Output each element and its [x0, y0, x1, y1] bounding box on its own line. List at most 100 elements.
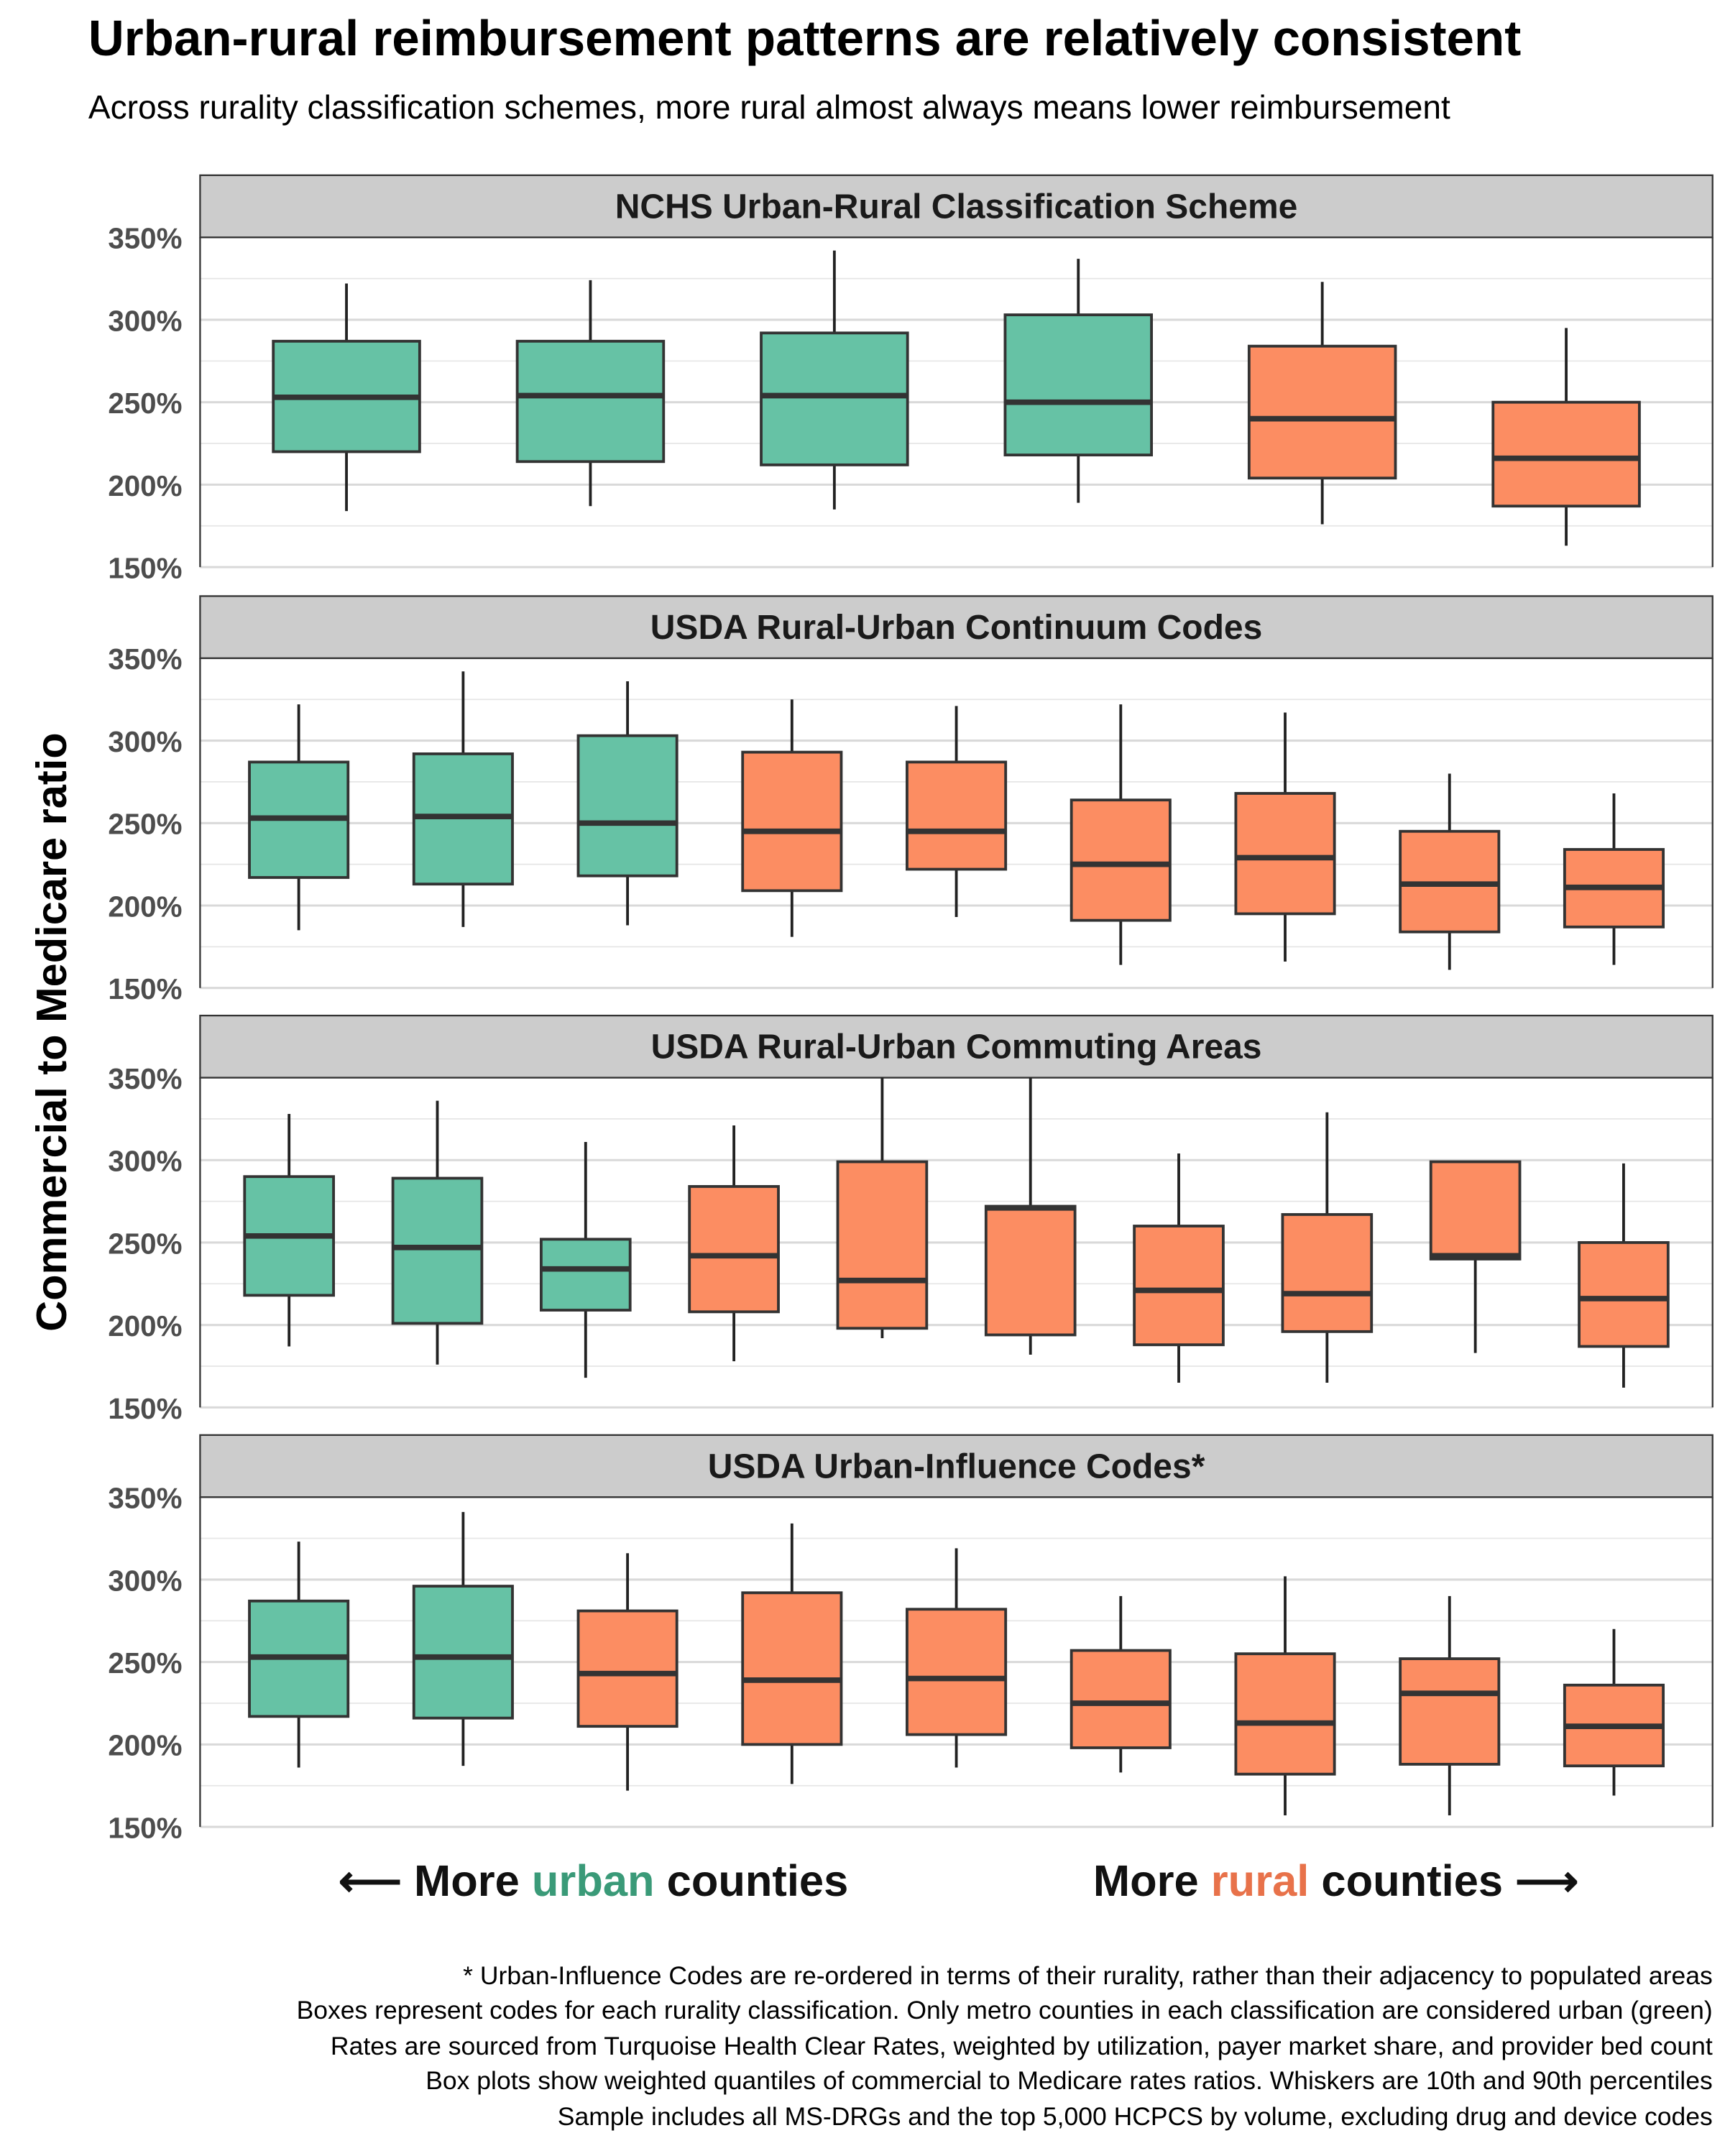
box-iqr [760, 331, 909, 466]
rural-word: rural [1211, 1856, 1310, 1906]
box-rural [1563, 1628, 1665, 1796]
box-rural [1578, 1163, 1670, 1388]
box-rural [984, 1077, 1077, 1355]
more-urban-suffix: counties [655, 1856, 849, 1906]
y-tick-label: 150% [108, 1811, 182, 1844]
y-tick-label: 350% [108, 1482, 182, 1515]
y-tick-label: 200% [108, 469, 182, 502]
facet-panel: 150% 200% 250% 300% 350% USDA Rural-Urban Com… [108, 1014, 1714, 1425]
box-urban [1003, 259, 1154, 503]
box-rural [1070, 704, 1172, 965]
box-urban [412, 671, 514, 927]
chart-subtitle: Across rurality classification schemes, … [88, 88, 1450, 126]
box-urban [515, 280, 666, 507]
box-urban [272, 283, 421, 512]
box-iqr [576, 734, 678, 877]
box-iqr [836, 1160, 929, 1330]
y-tick-label: 200% [108, 890, 182, 923]
box-iqr [391, 1176, 484, 1325]
box-rural [1563, 793, 1665, 965]
box-iqr [1070, 1649, 1172, 1749]
box-urban [248, 704, 350, 931]
box-iqr [1234, 1652, 1336, 1776]
box-iqr [1003, 313, 1154, 457]
box-iqr [906, 760, 1008, 871]
box-urban [539, 1142, 632, 1378]
box-iqr [1491, 400, 1641, 508]
box-iqr [741, 1591, 843, 1746]
y-axis-label: Commercial to Medicare ratio [27, 732, 75, 1331]
box-rural [1234, 1576, 1336, 1816]
box-rural [1133, 1153, 1225, 1383]
facet-title: USDA Urban-Influence Codes* [708, 1447, 1205, 1485]
facet-panel: 150% 200% 250% 300% 350% USDA Rural-Urban Con… [108, 595, 1714, 1005]
facet-title: NCHS Urban-Rural Classification Scheme [615, 188, 1298, 226]
box-iqr [906, 1608, 1008, 1736]
y-tick-label: 350% [108, 222, 182, 255]
box-iqr [1399, 1657, 1501, 1766]
box-urban [248, 1542, 350, 1768]
facet-panel: 150% 200% 250% 300% 350% NCHS Urban-Rural Cla… [108, 174, 1714, 584]
more-urban-prefix: ⟵ More [339, 1856, 532, 1906]
footnote: Sample includes all MS-DRGs and the top … [558, 2102, 1713, 2131]
facet-strip [199, 174, 1714, 239]
y-tick-label: 350% [108, 642, 182, 676]
box-rural [1399, 1595, 1501, 1816]
facet-strip [199, 1434, 1714, 1498]
box-rural [688, 1125, 780, 1362]
box-urban [576, 681, 678, 926]
box-rural [906, 706, 1008, 918]
box-iqr [1578, 1241, 1670, 1348]
y-tick-label: 300% [108, 1564, 182, 1597]
facet-title: USDA Rural-Urban Commuting Areas [651, 1028, 1262, 1067]
footnote: Box plots show weighted quantiles of com… [426, 2066, 1712, 2095]
box-rural [1491, 328, 1641, 546]
box-urban [760, 250, 909, 510]
box-iqr [688, 1185, 780, 1314]
facet-strip [199, 595, 1714, 659]
y-tick-label: 150% [108, 972, 182, 1005]
more-rural-prefix: More [1093, 1856, 1211, 1906]
more-rural-suffix: counties ⟶ [1309, 1856, 1578, 1906]
y-tick-label: 250% [108, 1646, 182, 1680]
box-rural [576, 1553, 678, 1791]
box-rural [1281, 1112, 1374, 1383]
box-iqr [1133, 1225, 1225, 1347]
box-iqr [576, 1609, 678, 1728]
box-iqr [1070, 798, 1172, 922]
y-tick-label: 250% [108, 1227, 182, 1260]
box-rural [741, 699, 843, 937]
more-rural-label: More rural counties ⟶ [1093, 1856, 1578, 1906]
box-iqr [1429, 1160, 1522, 1261]
y-tick-label: 200% [108, 1729, 182, 1762]
y-tick-label: 200% [108, 1309, 182, 1342]
y-tick-label: 250% [108, 387, 182, 420]
facet-panels: 150% 200% 250% 300% 350% NCHS Urban-Rural Cla… [108, 174, 1714, 1844]
more-urban-label: ⟵ More urban counties [339, 1856, 848, 1906]
box-iqr [984, 1204, 1077, 1337]
y-tick-label: 300% [108, 304, 182, 337]
footnote: Rates are sourced from Turquoise Health … [331, 2032, 1713, 2060]
box-iqr [1247, 344, 1397, 480]
box-rural [741, 1523, 843, 1784]
box-iqr [1281, 1213, 1374, 1333]
box-iqr [741, 750, 843, 893]
box-rural [1429, 1160, 1522, 1353]
box-urban [412, 1511, 514, 1766]
box-iqr [1234, 792, 1336, 916]
y-tick-label: 350% [108, 1062, 182, 1095]
box-rural [1399, 773, 1501, 970]
chart-title: Urban-rural reimbursement patterns are r… [88, 10, 1521, 66]
box-iqr [539, 1238, 632, 1312]
box-iqr [515, 339, 666, 464]
box-rural [1234, 712, 1336, 962]
y-tick-label: 300% [108, 725, 182, 758]
urban-word: urban [532, 1856, 655, 1906]
box-rural [906, 1548, 1008, 1768]
footnote: * Urban-Influence Codes are re-ordered i… [463, 1961, 1713, 1990]
box-rural [1070, 1595, 1172, 1773]
box-rural [836, 1077, 929, 1339]
facet-title: USDA Rural-Urban Continuum Codes [650, 609, 1263, 647]
facet-panel: 150% 200% 250% 300% 350% USDA Urban-Influence… [108, 1434, 1714, 1844]
